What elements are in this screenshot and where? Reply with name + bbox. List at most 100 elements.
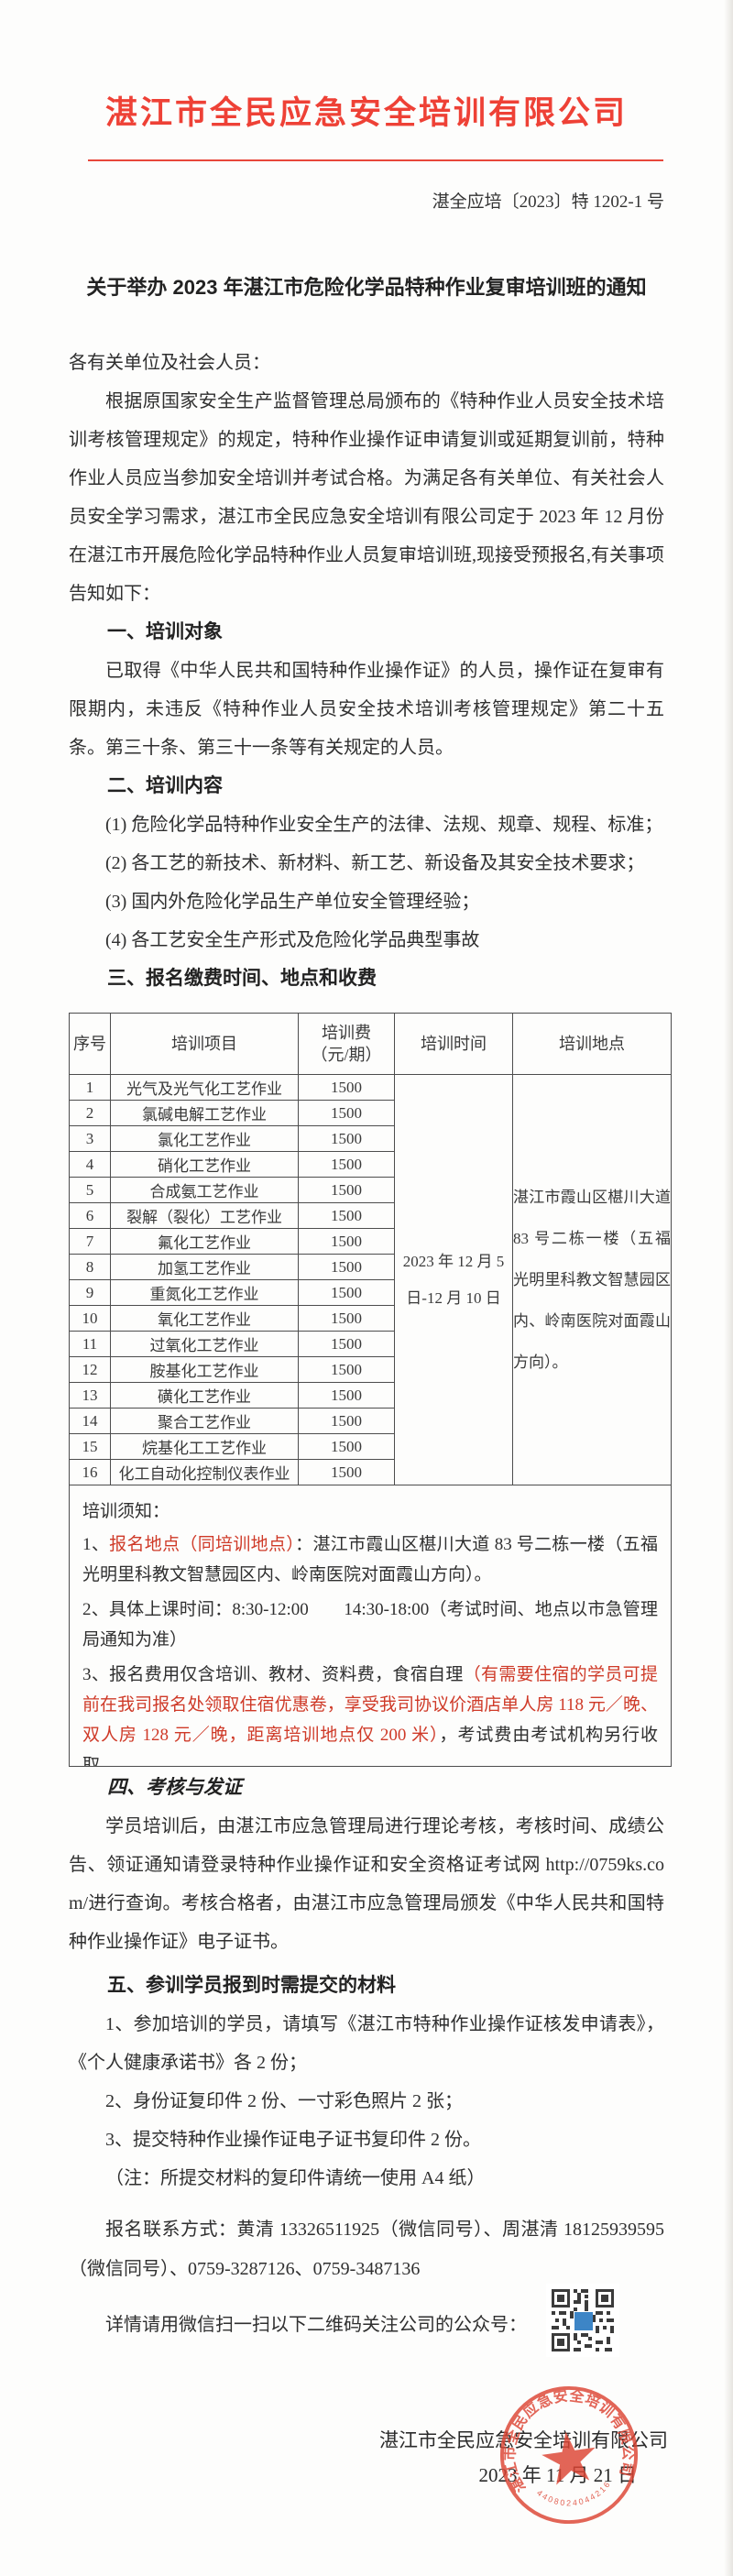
table-row: 7 氟化工艺作业 1500 [69, 1228, 672, 1255]
row-fee: 1500 [298, 1202, 395, 1229]
row-project: 氯碱电解工艺作业 [110, 1100, 299, 1126]
row-no: 16 [69, 1459, 111, 1485]
document-number: 湛全应培〔2023〕特 1202-1 号 [432, 192, 664, 212]
section4-body: 学员培训后，由湛江市应急管理局进行理论考核，考核时间、成绩公告、领证通知请登录特… [69, 1816, 664, 1952]
company-seal-image: 湛江市全民应急安全培训有限公司 4408024044216 [492, 2378, 640, 2525]
col-header-time: 培训时间 [394, 1013, 513, 1075]
table-row: 16 化工自动化控制仪表作业 1500 [69, 1459, 672, 1485]
section2-item-2: (2) 各工艺的新技术、新材料、新工艺、新设备及其安全技术要求； [105, 853, 645, 873]
section5-note: （注：所提交材料的复印件请统一使用 A4 纸） [105, 2168, 486, 2188]
section2-item-1: (1) 危险化学品特种作业安全生产的法律、法规、规章、规程、标准； [105, 815, 663, 835]
row-fee: 1500 [298, 1254, 395, 1280]
row-project: 过氧化工艺作业 [110, 1331, 299, 1357]
row-project: 化工自动化控制仪表作业 [110, 1459, 299, 1485]
notice-3-black-text: 3、报名费用仅含培训、教材、资料费，食宿自理 [82, 1665, 464, 1684]
row-project: 磺化工艺作业 [110, 1382, 299, 1409]
col-header-location: 培训地点 [512, 1013, 672, 1075]
qr-code-image [546, 2284, 619, 2357]
row-no: 11 [69, 1331, 111, 1357]
notice-subject: 关于举办 2023 年湛江市危险化学品特种作业复审培训班的通知 [86, 276, 647, 299]
row-no: 9 [69, 1279, 111, 1306]
contact-line: 报名联系方式：黄清 13326511925（微信同号）、周湛清 18125939… [69, 2220, 664, 2279]
closing-company-name: 湛江市全民应急安全培训有限公司 [379, 2429, 668, 2451]
row-project: 氧化工艺作业 [110, 1305, 299, 1332]
notice-1-rest: ：湛江市霞山区椹川大道 83 号二栋一楼（五福光明里科教文智慧园区内、岭南医院对… [82, 1535, 658, 1584]
col-header-fee-line2: （元/期） [311, 1046, 382, 1064]
row-no: 1 [69, 1074, 111, 1101]
training-fee-table: 序号 培训项目 培训费 （元/期） 培训时间 培训地点 1 光气及光气化工艺作业… [69, 1013, 672, 1767]
table-header-row: 序号 培训项目 培训费 （元/期） 培训时间 培训地点 [69, 1013, 672, 1075]
table-row: 10 氧化工艺作业 1500 [69, 1305, 672, 1332]
notice-item-1: 1、报名地点（同培训地点）：湛江市霞山区椹川大道 83 号二栋一楼（五福光明里科… [82, 1529, 658, 1590]
col-header-fee: 培训费 （元/期） [298, 1013, 395, 1075]
row-fee: 1500 [298, 1408, 395, 1434]
training-notice-cell: 培训须知： 1、报名地点（同培训地点）：湛江市霞山区椹川大道 83 号二栋一楼（… [69, 1485, 672, 1767]
row-no: 7 [69, 1228, 111, 1255]
company-seal-stamp: 湛江市全民应急安全培训有限公司 4408024044216 [487, 2373, 651, 2537]
row-fee: 1500 [298, 1151, 395, 1178]
row-no: 4 [69, 1151, 111, 1178]
notice-item-2: 2、具体上课时间：8:30-12:00 14:30-18:00（考试时间、地点以… [82, 1600, 658, 1650]
training-location-cell: 湛江市霞山区椹川大道 83 号二栋一楼（五福光明里科教文智慧园区内、岭南医院对面… [512, 1074, 672, 1485]
row-fee: 1500 [298, 1433, 395, 1460]
row-fee: 1500 [298, 1356, 395, 1383]
table-row: 12 胺基化工艺作业 1500 [69, 1356, 672, 1383]
qr-code [546, 2284, 619, 2357]
row-project: 合成氨工艺作业 [110, 1177, 299, 1203]
notice-item-3: 3、报名费用仅含培训、教材、资料费，食宿自理（有需要住宿的学员可提前在我司报名处… [82, 1660, 658, 1766]
training-notice: 培训须知： 1、报名地点（同培训地点）：湛江市霞山区椹川大道 83 号二栋一楼（… [70, 1485, 671, 1766]
row-project: 烷基化工工艺作业 [110, 1433, 299, 1460]
row-no: 14 [69, 1408, 111, 1434]
row-project: 裂解（裂化）工艺作业 [110, 1202, 299, 1229]
row-no: 2 [69, 1100, 111, 1126]
table-row: 1 光气及光气化工艺作业 1500 2023 年 12 月 5 日-12 月 1… [69, 1074, 672, 1485]
section5-item-3: 3、提交特种作业操作证电子证书复印件 2 份。 [105, 2130, 481, 2150]
row-project: 氟化工艺作业 [110, 1228, 299, 1255]
row-project: 重氮化工艺作业 [110, 1279, 299, 1306]
row-fee: 1500 [298, 1331, 395, 1357]
row-project: 光气及光气化工艺作业 [110, 1074, 299, 1101]
seal-star-icon [542, 2431, 596, 2485]
notice-3-rest: ，考试费由考试机构另行收取。 [82, 1726, 658, 1766]
notice-1-red-text: 报名地点（同培训地点） [109, 1535, 296, 1554]
row-no: 3 [69, 1125, 111, 1152]
row-fee: 1500 [298, 1177, 395, 1203]
row-fee: 1500 [298, 1125, 395, 1152]
section2-heading: 二、培训内容 [107, 775, 223, 796]
row-no: 5 [69, 1177, 111, 1203]
section2-item-4: (4) 各工艺安全生产形式及危险化学品典型事故 [105, 930, 480, 950]
col-header-fee-line1: 培训费 [322, 1024, 371, 1042]
table-row: 11 过氧化工艺作业 1500 [69, 1331, 672, 1357]
row-fee: 1500 [298, 1382, 395, 1409]
row-fee: 1500 [298, 1228, 395, 1255]
section5-item-2: 2、身份证复印件 2 份、一寸彩色照片 2 张； [105, 2091, 463, 2111]
section1-heading: 一、培训对象 [107, 621, 223, 642]
qr-caption: 详情请用微信扫一扫以下二维码关注公司的公众号： [105, 2315, 527, 2335]
salutation: 各有关单位及社会人员： [69, 353, 270, 373]
row-fee: 1500 [298, 1305, 395, 1332]
notice-3-red-text: （有需要住宿的学员可提前在我司报名处领取住宿优惠卷，享受我司协议价酒店单人房 1… [82, 1665, 658, 1745]
table-row: 2 氯碱电解工艺作业 1500 [69, 1100, 672, 1126]
row-fee: 1500 [298, 1279, 395, 1306]
row-fee: 1500 [298, 1459, 395, 1485]
row-project: 加氢工艺作业 [110, 1254, 299, 1280]
intro-paragraph: 根据原国家安全生产监督管理总局颁布的《特种作业人员安全技术培训考核管理规定》的规… [69, 391, 664, 604]
row-project: 氯化工艺作业 [110, 1125, 299, 1152]
row-no: 10 [69, 1305, 111, 1332]
table-row: 4 硝化工艺作业 1500 [69, 1151, 672, 1178]
row-project: 胺基化工艺作业 [110, 1356, 299, 1383]
row-project: 硝化工艺作业 [110, 1151, 299, 1178]
company-title: 湛江市全民应急安全培训有限公司 [104, 95, 628, 131]
notice-title: 培训须知： [82, 1502, 170, 1521]
red-divider-rule [88, 159, 663, 161]
row-fee: 1500 [298, 1074, 395, 1101]
col-header-no: 序号 [69, 1013, 111, 1075]
table-row: 13 磺化工艺作业 1500 [69, 1382, 672, 1409]
table-row: 5 合成氨工艺作业 1500 [69, 1177, 672, 1203]
row-no: 12 [69, 1356, 111, 1383]
col-header-project: 培训项目 [110, 1013, 299, 1075]
section3-heading: 三、报名缴费时间、地点和收费 [107, 968, 377, 989]
row-no: 13 [69, 1382, 111, 1409]
section2-item-3: (3) 国内外危险化学品生产单位安全管理经验； [105, 892, 480, 912]
table-row: 14 聚合工艺作业 1500 [69, 1408, 672, 1434]
